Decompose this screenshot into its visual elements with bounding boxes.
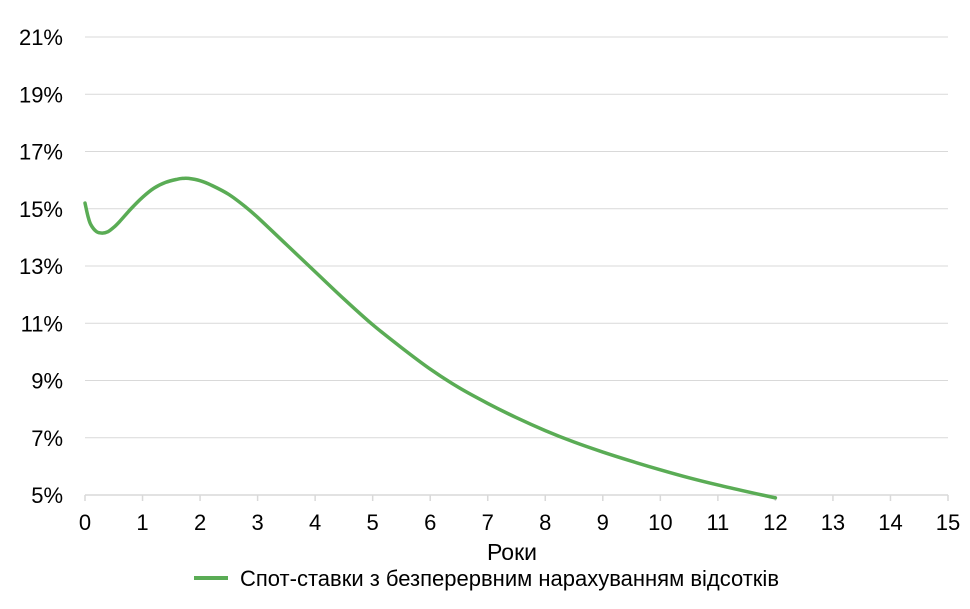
x-tick-label: 15 (936, 510, 960, 535)
x-tick-label: 9 (597, 510, 609, 535)
x-tick-label: 6 (424, 510, 436, 535)
x-axis (84, 494, 949, 501)
x-tick-labels: 0 1 2 3 4 5 6 7 8 9 10 11 12 13 14 15 (79, 510, 960, 535)
x-tick-label: 2 (194, 510, 206, 535)
y-tick-label: 15% (19, 197, 63, 222)
y-tick-label: 5% (31, 483, 63, 508)
y-tick-labels: 5% 7% 9% 11% 13% 15% 17% 19% 21% (19, 25, 63, 508)
legend: Спот-ставки з безперервним нарахуванням … (194, 566, 779, 591)
x-tick-label: 3 (251, 510, 263, 535)
x-tick-label: 0 (79, 510, 91, 535)
y-tick-label: 19% (19, 82, 63, 107)
x-tick-label: 1 (136, 510, 148, 535)
y-tick-label: 9% (31, 369, 63, 394)
x-tick-label: 7 (482, 510, 494, 535)
x-tick-label: 4 (309, 510, 321, 535)
x-tick-label: 5 (367, 510, 379, 535)
legend-label: Спот-ставки з безперервним нарахуванням … (240, 566, 779, 591)
series-layer (83, 176, 778, 500)
series-line (83, 176, 778, 500)
y-tick-label: 13% (19, 254, 63, 279)
x-tick-label: 8 (539, 510, 551, 535)
x-tick-label: 11 (706, 510, 729, 535)
gridlines (85, 36, 948, 439)
x-tick-label: 12 (763, 510, 787, 535)
y-tick-label: 7% (31, 426, 63, 451)
x-tick-label: 14 (878, 510, 902, 535)
x-axis-title: Роки (487, 539, 537, 565)
x-tick-label: 10 (648, 510, 672, 535)
y-tick-label: 21% (19, 25, 63, 50)
x-tick-label: 13 (821, 510, 845, 535)
y-tick-label: 11% (21, 311, 63, 336)
y-tick-label: 17% (19, 140, 63, 165)
